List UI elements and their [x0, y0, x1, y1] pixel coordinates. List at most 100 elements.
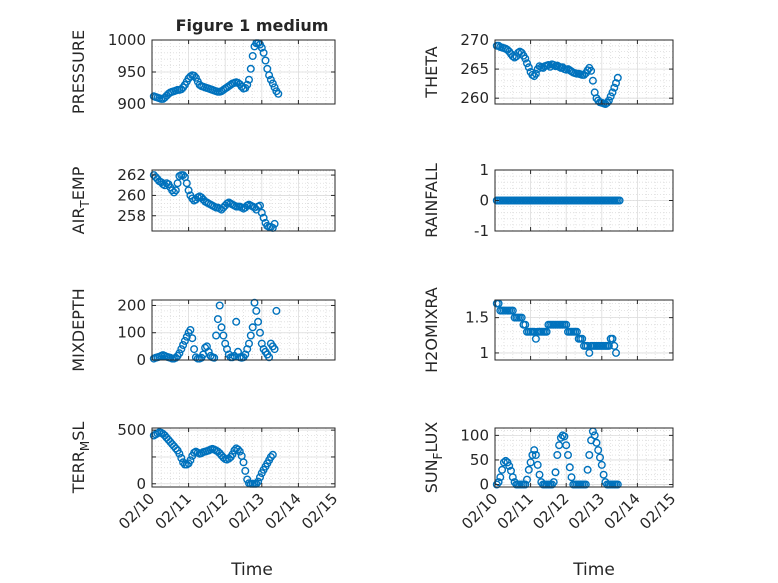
y-axis-label: TERRMSL	[69, 422, 92, 495]
data-point	[171, 444, 180, 453]
data-point	[533, 460, 542, 469]
y-tick-label: 260	[460, 89, 489, 107]
data-point	[523, 59, 532, 68]
data-point	[588, 76, 597, 85]
y-axis-label-main: SUN	[422, 459, 441, 493]
data-point	[244, 339, 253, 348]
x-tick-label: 02/12	[529, 490, 572, 533]
data-point	[521, 320, 530, 329]
y-axis-label: RAINFALL	[422, 163, 441, 238]
y-axis-label-subscript: F	[431, 452, 445, 459]
panel-airtemp: 258 260 262 AIRTEMP	[69, 166, 336, 234]
data-point	[551, 468, 560, 477]
data-point	[521, 480, 530, 489]
x-tick-label: 02/15	[636, 490, 679, 533]
data-point	[248, 323, 257, 332]
x-axis-label-right: Time	[572, 560, 615, 580]
data-point	[261, 56, 270, 65]
panel-rainfall: -1 0 1 RAINFALL	[422, 161, 674, 240]
data-point	[553, 451, 562, 460]
x-tick-label: 02/13	[225, 490, 268, 533]
data-point	[246, 331, 255, 340]
data-point	[186, 326, 195, 335]
data-point	[252, 306, 261, 315]
data-point	[179, 171, 188, 180]
data-point	[535, 470, 544, 479]
data-point	[177, 454, 186, 463]
y-axis-label: AIRTEMP	[69, 166, 92, 234]
data-point	[531, 334, 540, 343]
data-point	[560, 432, 569, 441]
y-tick-label: 200	[117, 296, 146, 314]
data-point	[610, 341, 619, 350]
panel-h2omixra: 1 1.5 H2OMIXRA	[422, 287, 674, 373]
x-tick-label: 02/11	[494, 490, 537, 533]
data-point	[215, 301, 224, 310]
axes-frame	[494, 39, 674, 105]
data-point	[608, 334, 617, 343]
data-point	[256, 201, 265, 210]
axes-frame	[494, 299, 674, 361]
data-point	[615, 196, 624, 205]
data-point	[613, 480, 622, 489]
data-point	[250, 298, 259, 307]
data-point	[565, 463, 574, 472]
data-point	[587, 66, 596, 75]
data-point	[597, 460, 606, 469]
y-axis-label-main: AIR	[69, 208, 88, 235]
data-point	[235, 447, 244, 456]
x-tick-label: 02/15	[298, 490, 341, 533]
data-point	[505, 461, 514, 470]
data-point	[257, 208, 266, 217]
data-point	[257, 43, 266, 52]
data-point	[239, 458, 248, 467]
y-tick-label: 262	[117, 166, 146, 184]
data-point	[190, 345, 199, 354]
data-point	[572, 327, 581, 336]
data-point	[259, 213, 268, 222]
y-axis-label-rest: SL	[69, 422, 88, 441]
data-point	[182, 332, 191, 341]
data-point	[531, 451, 540, 460]
y-tick-label: 1	[479, 344, 489, 362]
data-point	[517, 313, 526, 322]
x-tick-label: 02/10	[115, 490, 158, 533]
x-tick-label: 02/14	[261, 490, 304, 533]
axes-frame	[494, 427, 674, 488]
y-tick-label: 100	[117, 324, 146, 342]
data-point	[210, 353, 219, 362]
data-point	[266, 453, 275, 462]
y-tick-label: 0	[136, 351, 146, 369]
data-point	[499, 458, 508, 467]
y-axis-label: SUNFLUX	[422, 422, 445, 494]
data-point	[228, 353, 237, 362]
data-point	[562, 441, 571, 450]
panel-mixdepth: 0 100 200 MIXDEPTH	[69, 288, 336, 372]
data-point	[244, 75, 253, 84]
data-point	[179, 341, 188, 350]
data-point	[531, 69, 540, 78]
data-point	[268, 450, 277, 459]
y-tick-label: -1	[474, 222, 489, 240]
x-tick-label: 02/11	[152, 490, 195, 533]
data-point	[585, 451, 594, 460]
data-point	[585, 348, 594, 357]
y-tick-label: 950	[117, 63, 146, 81]
data-point	[182, 179, 191, 188]
data-point	[254, 477, 263, 486]
x-axis-label-left: Time	[230, 560, 273, 580]
data-point	[184, 186, 193, 195]
data-point	[608, 88, 617, 97]
data-point	[528, 451, 537, 460]
data-point	[256, 473, 265, 482]
x-tick-label: 02/14	[600, 490, 643, 533]
data-point	[248, 52, 257, 61]
axes-frame	[151, 299, 336, 361]
y-tick-label: 0	[479, 476, 489, 494]
data-point	[180, 336, 189, 345]
axes-background	[495, 428, 673, 487]
y-axis-label: H2OMIXRA	[422, 287, 441, 373]
data-point	[542, 327, 551, 336]
data-point	[186, 456, 195, 465]
data-point	[213, 315, 222, 324]
